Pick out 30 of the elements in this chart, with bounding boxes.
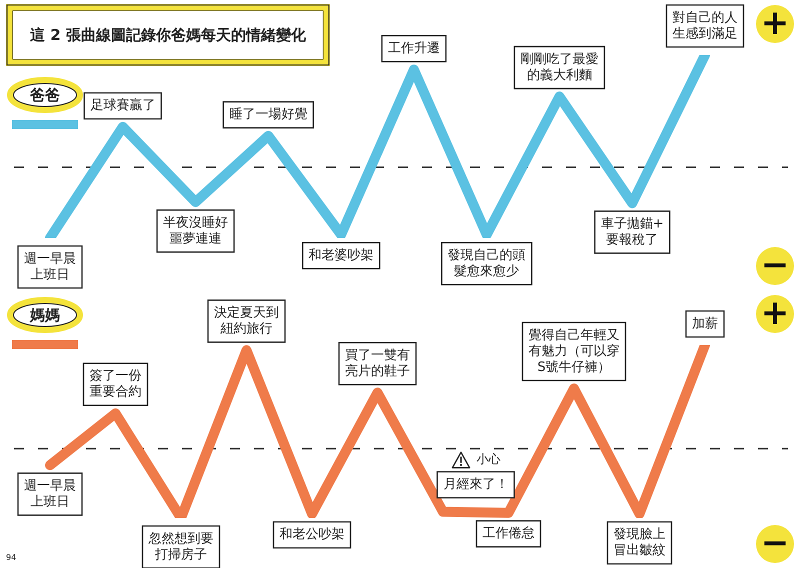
annotation: 半夜沒睡好噩夢連連	[163, 214, 228, 246]
annotation: 月經來了！	[443, 477, 508, 492]
annotation: 足球賽贏了	[90, 98, 156, 114]
text: +	[760, 292, 790, 333]
annotation: 週一早晨上班日	[24, 251, 76, 282]
text: 94	[6, 553, 16, 562]
annotation: 車子拋錨+要報稅了	[600, 216, 664, 248]
chart-title: 這 2 張曲線圖記錄你爸媽每天的情緒變化	[28, 26, 307, 44]
text: 爸爸	[29, 86, 60, 104]
annotation: 忽然想到要打掃房子	[148, 531, 214, 562]
text: −	[760, 522, 790, 563]
annotation: 和老公吵架	[280, 527, 344, 542]
annotation: 工作倦怠	[482, 526, 534, 542]
annotation: 週一早晨上班日	[24, 478, 76, 510]
annotation: 覺得自己年輕又有魅力（可以穿S號牛仔褲）	[528, 328, 620, 375]
annotation: 買了一雙有亮片的鞋子	[345, 348, 410, 380]
text: 媽媽	[29, 306, 60, 324]
annotation: 對自己的人生感到滿足	[672, 10, 738, 42]
text: +	[760, 2, 790, 43]
annotation: 發現自己的頭髮愈來愈少	[448, 248, 526, 280]
text: −	[760, 244, 790, 285]
annotation: 加薪	[692, 316, 718, 332]
annotation: 發現臉上冒出皺紋	[614, 527, 666, 558]
annotation: 剛剛吃了最愛的義大利麵	[520, 52, 598, 83]
annotation: 簽了一份重要合約	[90, 368, 142, 400]
annotation: 睡了一場好覺	[229, 107, 308, 122]
annotation: 決定夏天到紐約旅行	[214, 306, 279, 337]
annotation: 工作升遷	[388, 40, 440, 56]
annotation: 和老婆吵架	[308, 248, 374, 264]
annotation: 小心	[476, 452, 500, 466]
